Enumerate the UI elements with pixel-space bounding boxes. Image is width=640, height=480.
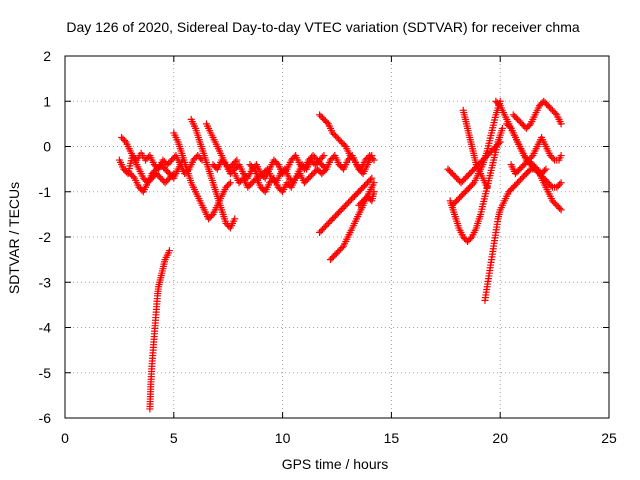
x-tick-label: 20 (492, 430, 508, 446)
data-point (323, 118, 331, 126)
data-point (249, 164, 257, 172)
data-point (540, 167, 548, 175)
x-tick-label: 25 (601, 430, 617, 446)
series-pass-18 (459, 106, 491, 191)
data-point (551, 109, 559, 117)
data-point (370, 179, 378, 187)
data-point (165, 247, 173, 255)
data-point (556, 180, 564, 188)
x-tick-label: 0 (61, 430, 69, 446)
y-tick-label: -1 (39, 184, 52, 200)
data-point (557, 152, 565, 160)
data-point (340, 141, 348, 149)
data-point (129, 173, 137, 181)
data-point (318, 153, 326, 161)
y-tick-label: -6 (39, 410, 52, 426)
x-tick-label: 10 (275, 430, 291, 446)
y-tick-label: -4 (39, 320, 52, 336)
x-axis-label: GPS time / hours (282, 456, 389, 472)
data-point (549, 155, 557, 163)
series-pass-13 (326, 179, 378, 264)
data-point (498, 124, 506, 132)
gridlines (65, 56, 609, 418)
data-point (321, 167, 329, 175)
y-axis-label: SDTVAR / TECUs (6, 182, 22, 294)
y-tick-label: -2 (39, 229, 52, 245)
y-tick-label: 1 (43, 93, 51, 109)
data-point (466, 235, 474, 243)
data-point (208, 212, 216, 220)
series-pass-10 (246, 152, 328, 187)
series-pass-19 (481, 165, 565, 304)
y-tick-label: -5 (39, 365, 52, 381)
data-point (368, 174, 376, 182)
y-tick-label: -3 (39, 274, 52, 290)
data-point (557, 206, 565, 214)
y-tick-label: 0 (43, 139, 51, 155)
series-pass-6 (187, 115, 239, 232)
data-point (231, 215, 239, 223)
x-tick-label: 15 (384, 430, 400, 446)
series-pass-5 (170, 129, 234, 223)
data-point (120, 136, 128, 144)
data-point (322, 165, 330, 173)
data-point (225, 180, 233, 188)
series-pass-14 (355, 188, 378, 209)
data-point (525, 121, 533, 129)
series-pass-12 (316, 174, 376, 236)
data-point (525, 167, 533, 175)
series-pass-23 (507, 156, 550, 178)
data-points (115, 97, 565, 413)
series-pass-22 (509, 97, 565, 132)
data-point (338, 244, 346, 252)
data-point (557, 120, 565, 128)
data-point (495, 100, 503, 108)
data-point (197, 155, 205, 163)
data-point (226, 179, 234, 187)
data-point (221, 159, 229, 167)
data-point (556, 204, 564, 212)
chart-title: Day 126 of 2020, Sidereal Day-to-day VTE… (66, 19, 579, 35)
data-point (366, 176, 374, 184)
data-point (506, 123, 514, 131)
data-point (370, 188, 378, 196)
data-point (469, 180, 477, 188)
x-tick-label: 5 (170, 430, 178, 446)
data-point (557, 179, 565, 187)
y-tick-label: 2 (43, 48, 51, 64)
data-point (233, 156, 241, 164)
axis-ticks: 0 5 10 15 20 25 -6 -5 -4 -3 -2 -1 0 1 2 (39, 48, 617, 446)
data-point (320, 152, 328, 160)
data-point (483, 183, 491, 191)
data-point (349, 155, 357, 163)
data-point (231, 158, 239, 166)
series-pass-16 (446, 124, 506, 246)
data-point (542, 165, 550, 173)
series-pass-21 (503, 120, 565, 164)
data-point (547, 182, 555, 190)
series-pass-11 (316, 111, 376, 178)
series-pass-4 (146, 247, 173, 413)
data-point (368, 152, 376, 160)
data-point (273, 159, 281, 167)
